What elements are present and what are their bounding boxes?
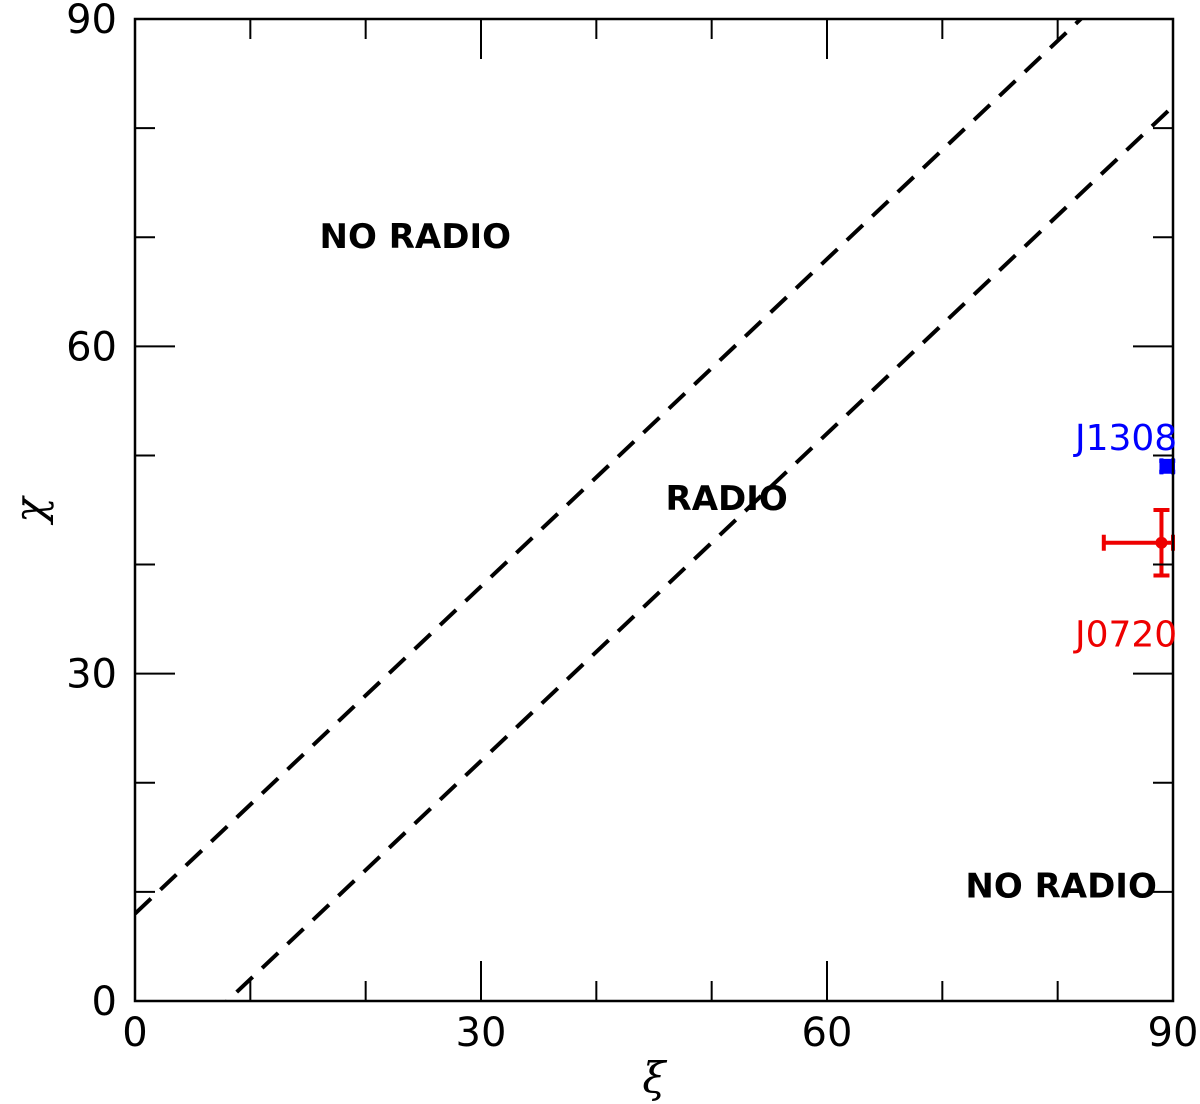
- x-tick-label: 30: [456, 1010, 507, 1056]
- y-axis-title: χ: [5, 495, 54, 526]
- dashed-lines: [135, 19, 1173, 1001]
- x-tick-label: 60: [802, 1010, 853, 1056]
- dashed-line-1: [135, 19, 1084, 916]
- source-label-j0720: J0720: [1073, 614, 1177, 655]
- y-tick-label: 90: [66, 0, 117, 43]
- y-tick-label: 0: [92, 979, 117, 1025]
- x-tick-label: 90: [1148, 1010, 1199, 1056]
- dashed-line-2: [224, 104, 1173, 1001]
- data-points: [1101, 458, 1176, 578]
- region-label: NO RADIO: [320, 217, 511, 257]
- region-label: RADIO: [666, 479, 788, 519]
- data-point-j0720: [1101, 508, 1175, 578]
- x-axis-title: ξ: [642, 1053, 667, 1102]
- point-marker: [1155, 536, 1168, 549]
- source-label-j1308: J1308: [1073, 418, 1177, 459]
- y-tick-label: 60: [66, 324, 117, 370]
- labels: 0 30 60 90 0 30 60 90 ξ χ NO RADIO RADIO NO RADIO J13…: [5, 0, 1198, 1102]
- region-label: NO RADIO: [965, 866, 1156, 906]
- y-tick-label: 30: [66, 652, 117, 698]
- plot-frame: [133, 17, 1175, 1003]
- point-marker: [1161, 460, 1174, 473]
- x-tick-label: 0: [122, 1010, 147, 1056]
- axis-ticks: [134, 18, 1174, 1002]
